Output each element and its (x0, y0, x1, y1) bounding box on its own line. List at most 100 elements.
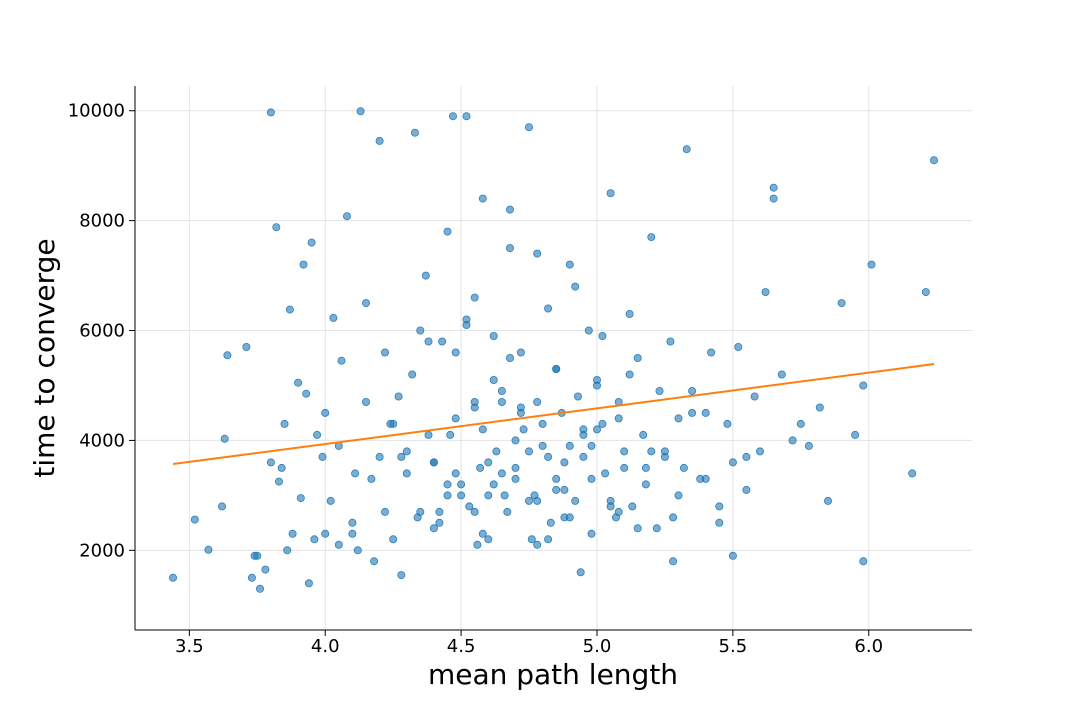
data-point (277, 463, 286, 472)
data-point (478, 529, 487, 538)
data-point (669, 557, 678, 566)
data-point (601, 469, 610, 478)
data-point (410, 128, 419, 137)
data-point (478, 425, 487, 434)
data-point (815, 403, 824, 412)
data-point (533, 249, 542, 258)
data-point (750, 392, 759, 401)
data-point (516, 408, 525, 417)
data-point (921, 288, 930, 297)
data-point (552, 485, 561, 494)
data-point (443, 491, 452, 500)
data-point (353, 546, 362, 555)
data-point (571, 496, 580, 505)
data-point (247, 573, 256, 582)
data-point (511, 436, 520, 445)
data-point (217, 502, 226, 511)
data-point (266, 108, 275, 117)
y-tick-label: 2000 (79, 540, 125, 561)
data-point (742, 485, 751, 494)
data-point (334, 540, 343, 549)
data-point (190, 515, 199, 524)
y-tick-label: 6000 (79, 321, 125, 342)
data-point (451, 469, 460, 478)
data-point (470, 397, 479, 406)
data-point (633, 353, 642, 362)
data-point (321, 408, 330, 417)
data-point (579, 452, 588, 461)
data-point (796, 419, 805, 428)
data-point (674, 414, 683, 423)
data-point (470, 507, 479, 516)
data-point (484, 491, 493, 500)
data-point (348, 529, 357, 538)
data-point (489, 375, 498, 384)
x-tick-label: 6.0 (854, 636, 883, 657)
data-point (457, 491, 466, 500)
data-point (625, 370, 634, 379)
data-point (503, 507, 512, 516)
data-point (679, 463, 688, 472)
data-point (438, 337, 447, 346)
data-point (294, 378, 303, 387)
data-point (302, 389, 311, 398)
data-point (579, 425, 588, 434)
data-point (375, 452, 384, 461)
data-point (435, 507, 444, 516)
data-point (484, 458, 493, 467)
data-point (310, 535, 319, 544)
data-point (424, 430, 433, 439)
data-point (533, 397, 542, 406)
data-point (584, 326, 593, 335)
data-point (859, 381, 868, 390)
data-point (674, 491, 683, 500)
data-point (769, 183, 778, 192)
data-point (505, 353, 514, 362)
y-tick-label: 4000 (79, 430, 125, 451)
data-point (544, 535, 553, 544)
data-point (313, 430, 322, 439)
data-point (394, 392, 403, 401)
data-point (625, 309, 634, 318)
data-point (505, 205, 514, 214)
data-point (492, 447, 501, 456)
data-point (288, 529, 297, 538)
data-point (565, 260, 574, 269)
data-point (565, 513, 574, 522)
data-point (299, 260, 308, 269)
data-point (538, 419, 547, 428)
data-point (633, 524, 642, 533)
data-point (367, 474, 376, 483)
data-point (761, 288, 770, 297)
data-point (266, 458, 275, 467)
trendline-path (172, 363, 935, 466)
data-point (715, 518, 724, 527)
data-point (448, 112, 457, 121)
x-axis-label: mean path length (428, 658, 678, 691)
data-point (908, 469, 917, 478)
data-point (565, 441, 574, 450)
data-point (546, 518, 555, 527)
data-point (728, 458, 737, 467)
data-point (361, 397, 370, 406)
data-point (473, 540, 482, 549)
data-point (533, 540, 542, 549)
data-point (421, 271, 430, 280)
data-point (457, 480, 466, 489)
data-point (734, 342, 743, 351)
data-point (375, 136, 384, 145)
data-point (402, 447, 411, 456)
data-point (500, 491, 509, 500)
data-point (544, 452, 553, 461)
data-point (497, 386, 506, 395)
data-point (851, 430, 860, 439)
data-point (533, 496, 542, 505)
data-point (337, 356, 346, 365)
data-point (647, 447, 656, 456)
data-point (296, 494, 305, 503)
x-tick-label: 3.5 (175, 636, 204, 657)
data-point (628, 502, 637, 511)
data-point (443, 227, 452, 236)
data-point (777, 370, 786, 379)
